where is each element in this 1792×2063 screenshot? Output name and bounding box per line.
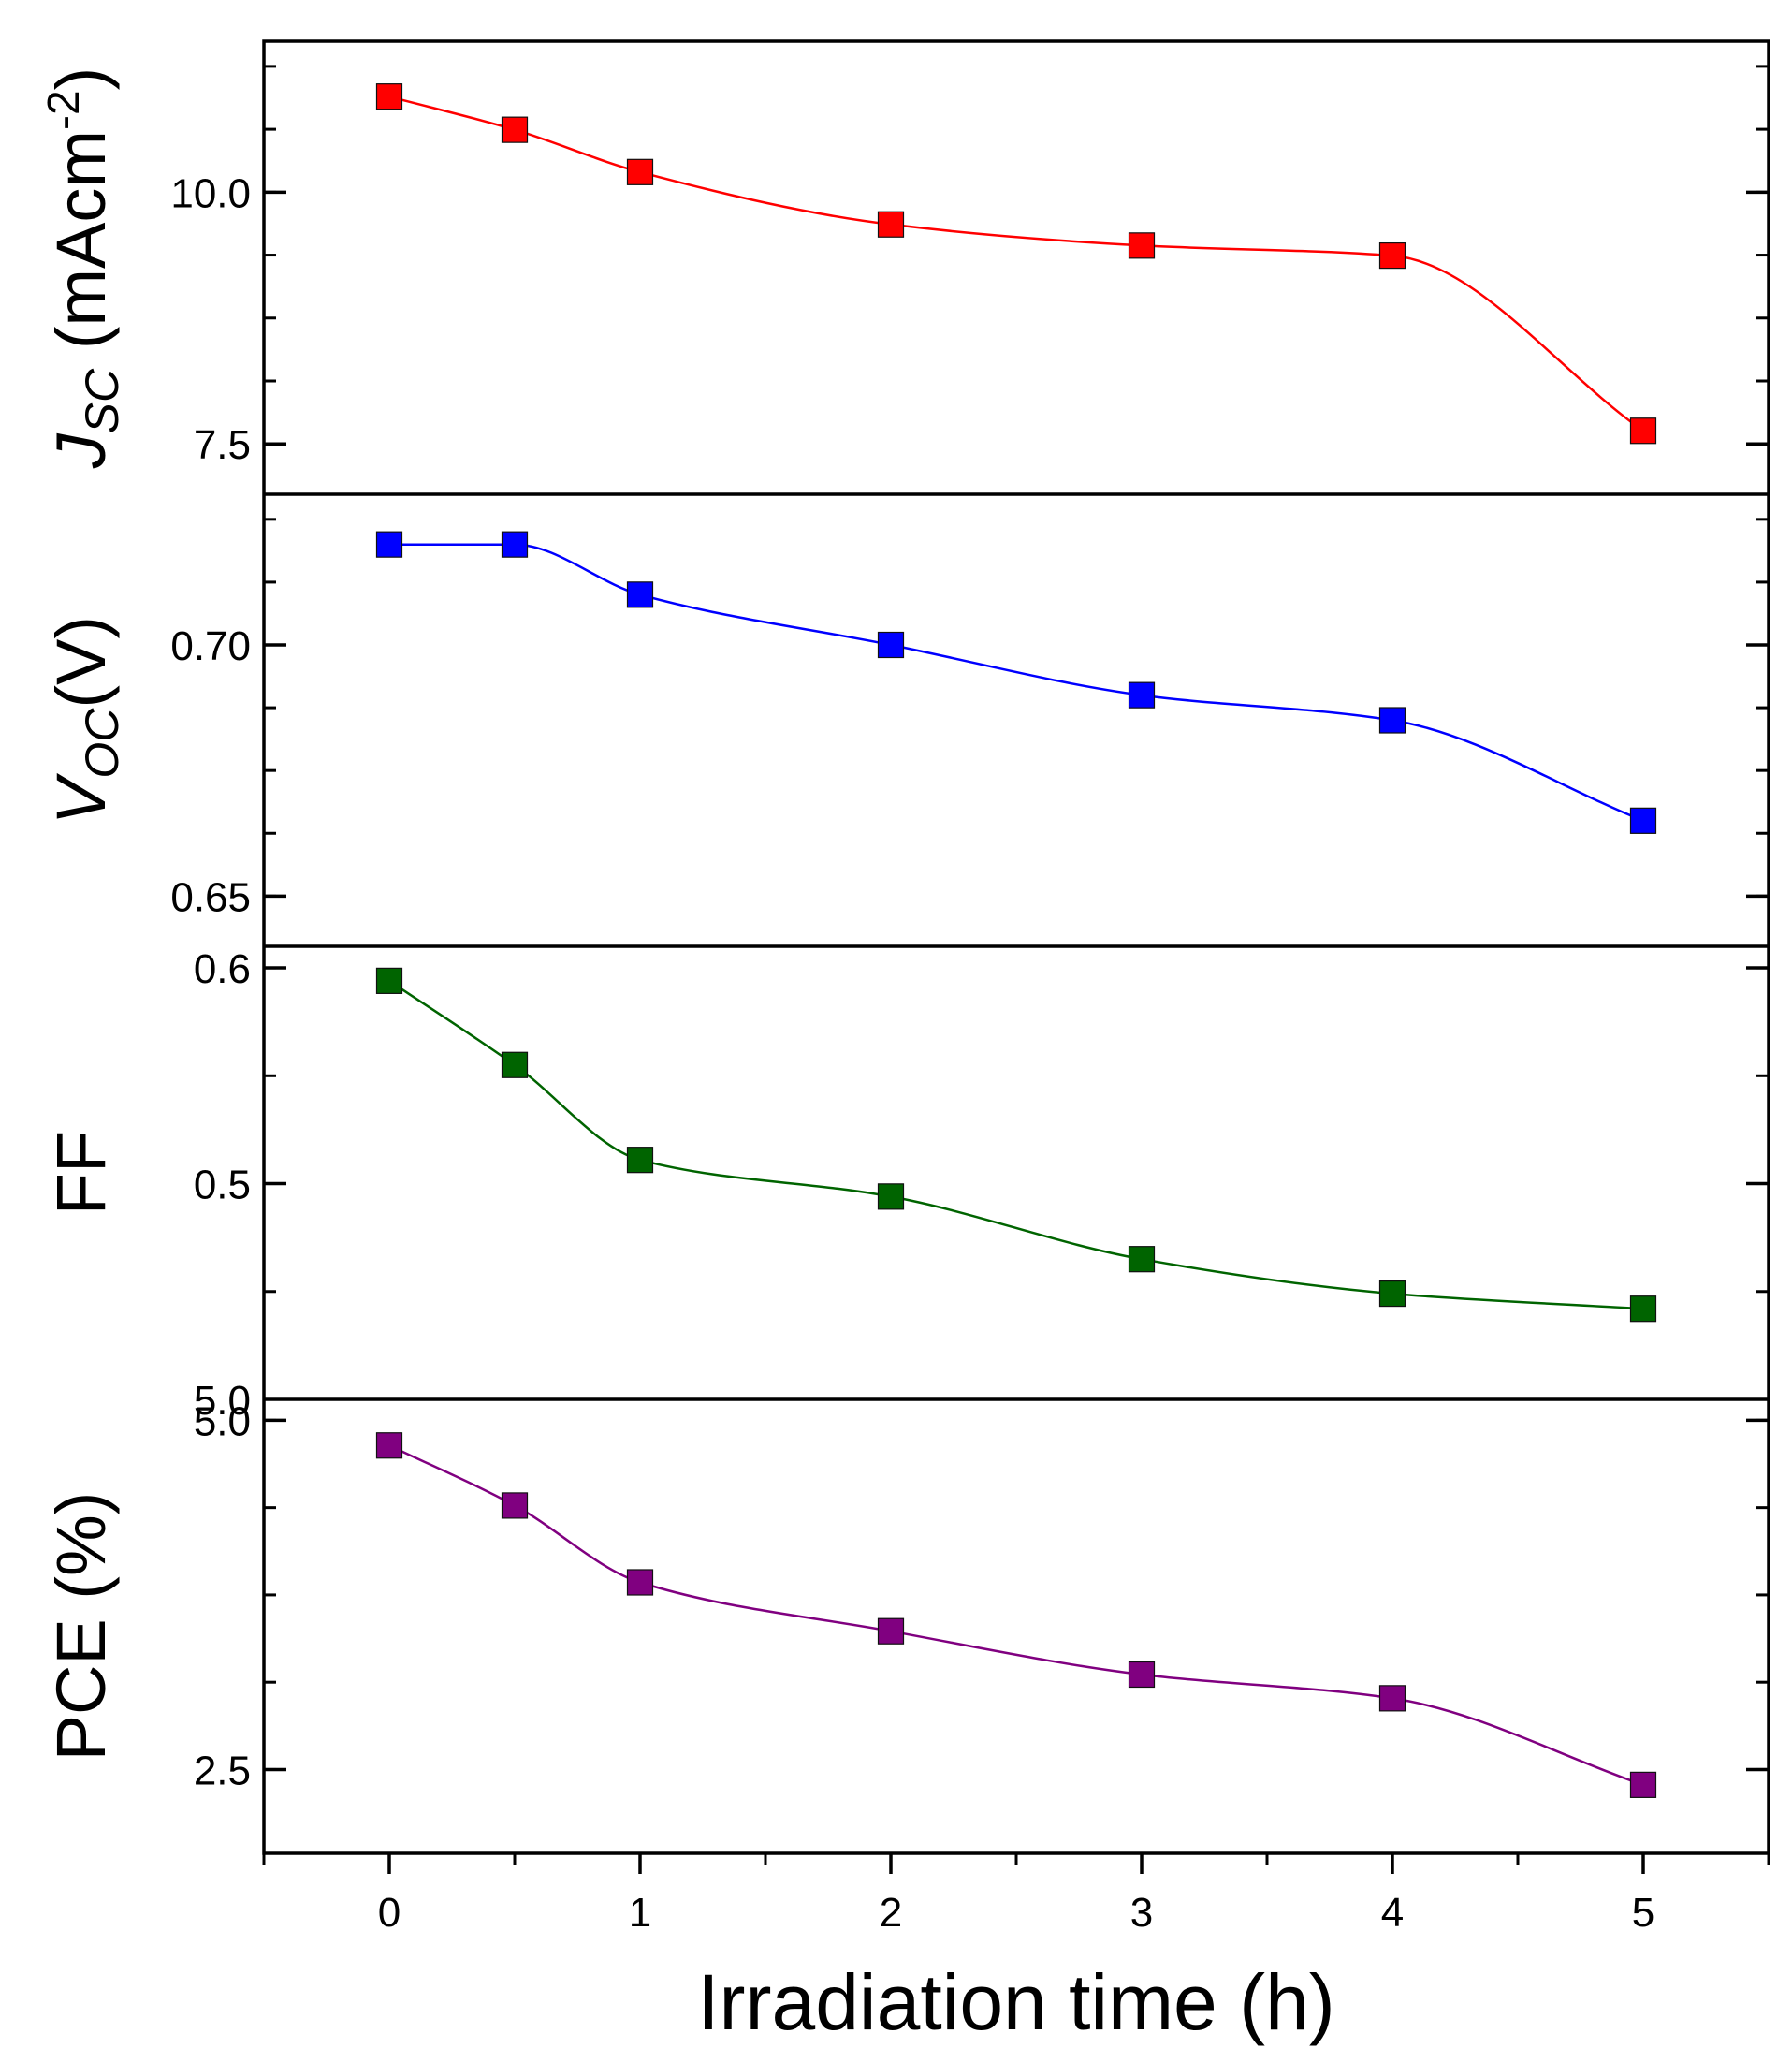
data-point-voc-5 xyxy=(1378,707,1406,734)
data-point-ff-1 xyxy=(501,1051,529,1078)
data-point-pce-0 xyxy=(375,1432,403,1459)
data-point-pce-6 xyxy=(1629,1771,1657,1798)
x-tick-label: 4 xyxy=(1381,1890,1404,1936)
x-tick-label: 1 xyxy=(629,1890,651,1936)
y-tick-label-voc: 0.70 xyxy=(170,623,251,669)
series-line-ff xyxy=(388,979,1644,1310)
data-point-ff-4 xyxy=(1128,1246,1156,1273)
x-axis-title: Irradiation time (h) xyxy=(697,1958,1335,2046)
data-point-pce-1 xyxy=(501,1492,529,1519)
data-point-voc-6 xyxy=(1629,807,1657,834)
panel-voc: 0.65 0.70 VOC(V) xyxy=(42,518,1769,920)
data-point-jsc-3 xyxy=(877,211,905,238)
data-point-pce-3 xyxy=(877,1617,905,1645)
data-point-ff-2 xyxy=(626,1147,654,1174)
data-point-jsc-2 xyxy=(626,158,654,185)
y-axis-title-jsc: JSC (mAcm-2) xyxy=(39,67,128,470)
data-point-jsc-0 xyxy=(375,83,403,110)
data-point-ff-5 xyxy=(1378,1280,1406,1308)
panel-jsc: 7.5 10.0 JSC (mAcm-2) xyxy=(39,65,1769,470)
data-point-jsc-1 xyxy=(501,116,529,143)
y-axis-title-ff: FF xyxy=(42,1131,120,1215)
y-tick-label-ff: 0.6 xyxy=(194,946,251,992)
y-axis-title-voc: VOC(V) xyxy=(42,616,128,825)
data-point-jsc-5 xyxy=(1378,241,1406,270)
x-tick-label: 3 xyxy=(1130,1890,1153,1936)
data-point-voc-0 xyxy=(375,531,403,558)
y-tick-label-ff-stray: 5.0 xyxy=(194,1378,251,1424)
series-line-jsc xyxy=(388,95,1644,432)
data-point-jsc-6 xyxy=(1629,417,1657,445)
series-line-pce xyxy=(388,1444,1644,1787)
data-point-pce-5 xyxy=(1378,1685,1406,1712)
data-point-voc-1 xyxy=(501,531,529,558)
data-point-ff-6 xyxy=(1629,1295,1657,1323)
data-point-voc-4 xyxy=(1128,681,1156,709)
panel-pce: 2.5 5.0 PCE (%) xyxy=(42,1398,1769,1798)
y-tick-label-pce: 5.0 xyxy=(194,1398,251,1444)
chart-panels: 7.5 10.0 JSC (mAcm-2) 0.65 0.70 VOC(V) 0.5 0.6 F… xyxy=(39,39,1770,1855)
data-point-ff-0 xyxy=(375,967,403,994)
data-point-pce-4 xyxy=(1128,1661,1156,1689)
y-tick-label-ff: 0.5 xyxy=(194,1163,251,1208)
y-tick-label-pce: 2.5 xyxy=(194,1748,251,1793)
data-point-voc-2 xyxy=(626,581,654,608)
series-line-voc xyxy=(389,543,1644,822)
y-axis-title-pce: PCE (%) xyxy=(42,1492,120,1762)
data-point-ff-3 xyxy=(877,1183,905,1210)
data-point-jsc-4 xyxy=(1128,232,1156,259)
panel-ff: 0.5 0.6 FF xyxy=(42,946,1769,1323)
y-tick-label-jsc: 7.5 xyxy=(194,422,251,468)
data-point-pce-2 xyxy=(626,1569,654,1596)
x-tick-label: 5 xyxy=(1632,1890,1654,1936)
y-tick-label-jsc: 10.0 xyxy=(170,170,251,216)
x-tick-label: 0 xyxy=(378,1890,401,1936)
x-tick-label: 2 xyxy=(880,1890,902,1936)
x-axis: 0 1 2 3 4 5 xyxy=(262,1853,1770,1936)
data-point-voc-3 xyxy=(877,631,905,659)
y-tick-label-voc: 0.65 xyxy=(170,874,251,920)
